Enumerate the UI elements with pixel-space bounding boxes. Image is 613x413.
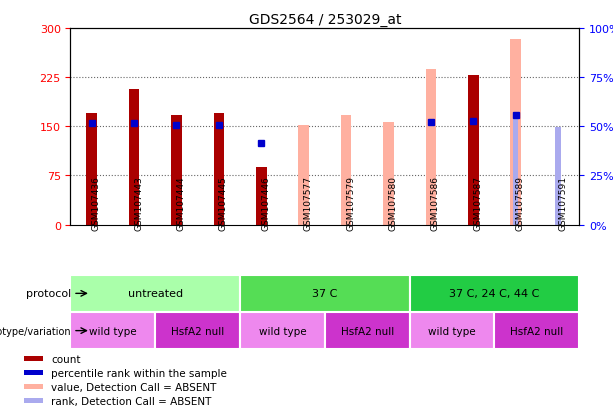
- Text: GSM107436: GSM107436: [92, 175, 101, 230]
- Bar: [213, 114, 224, 225]
- Text: untreated: untreated: [128, 289, 183, 299]
- Bar: [240, 313, 325, 349]
- Bar: [409, 275, 579, 312]
- Text: wild type: wild type: [89, 326, 137, 336]
- Text: 37 C: 37 C: [312, 289, 338, 299]
- Title: GDS2564 / 253029_at: GDS2564 / 253029_at: [249, 12, 401, 26]
- Text: GSM107587: GSM107587: [473, 175, 482, 230]
- Bar: [25, 356, 44, 362]
- Bar: [129, 90, 139, 225]
- Text: wild type: wild type: [259, 326, 306, 336]
- Text: HsfA2 null: HsfA2 null: [171, 326, 224, 336]
- Text: wild type: wild type: [428, 326, 476, 336]
- Text: GSM107446: GSM107446: [261, 176, 270, 230]
- Bar: [299, 126, 309, 225]
- Bar: [325, 313, 409, 349]
- Text: GSM107443: GSM107443: [134, 176, 143, 230]
- Text: GSM107445: GSM107445: [219, 176, 228, 230]
- Text: GSM107589: GSM107589: [516, 175, 525, 230]
- Text: GSM107586: GSM107586: [431, 175, 440, 230]
- Bar: [25, 384, 44, 389]
- Bar: [409, 313, 495, 349]
- Bar: [70, 313, 155, 349]
- Bar: [70, 275, 240, 312]
- Bar: [240, 275, 409, 312]
- Bar: [513, 115, 519, 225]
- Bar: [495, 313, 579, 349]
- Text: GSM107580: GSM107580: [389, 175, 397, 230]
- Bar: [171, 115, 182, 225]
- Text: 37 C, 24 C, 44 C: 37 C, 24 C, 44 C: [449, 289, 539, 299]
- Bar: [511, 40, 521, 225]
- Bar: [383, 122, 394, 225]
- Text: count: count: [51, 354, 81, 364]
- Text: GSM107591: GSM107591: [558, 175, 567, 230]
- Text: genotype/variation: genotype/variation: [0, 326, 71, 336]
- Text: rank, Detection Call = ABSENT: rank, Detection Call = ABSENT: [51, 396, 211, 406]
- Bar: [341, 115, 351, 225]
- Bar: [468, 76, 479, 225]
- Bar: [555, 128, 561, 225]
- Text: percentile rank within the sample: percentile rank within the sample: [51, 368, 227, 378]
- Bar: [425, 70, 436, 225]
- Text: HsfA2 null: HsfA2 null: [510, 326, 563, 336]
- Bar: [25, 398, 44, 404]
- Text: HsfA2 null: HsfA2 null: [341, 326, 394, 336]
- Text: protocol: protocol: [26, 289, 71, 299]
- Text: GSM107579: GSM107579: [346, 175, 355, 230]
- Text: GSM107577: GSM107577: [303, 175, 313, 230]
- Bar: [155, 313, 240, 349]
- Text: GSM107444: GSM107444: [177, 176, 186, 230]
- Bar: [256, 168, 267, 225]
- Bar: [25, 370, 44, 375]
- Text: value, Detection Call = ABSENT: value, Detection Call = ABSENT: [51, 382, 216, 392]
- Bar: [86, 114, 97, 225]
